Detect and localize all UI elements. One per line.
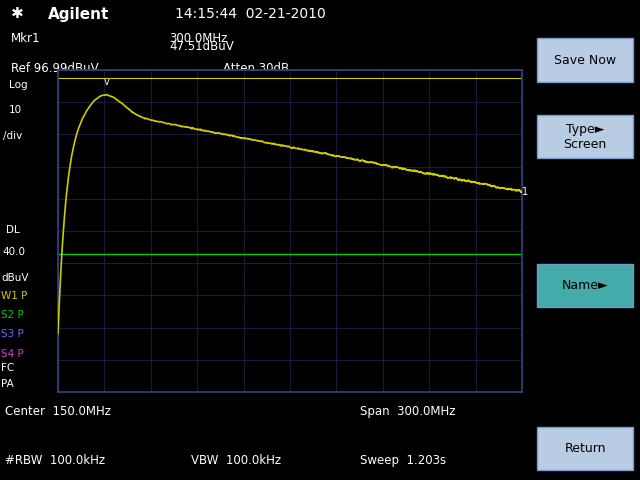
Text: ✱: ✱ <box>11 7 23 22</box>
Text: 47.51dBuV: 47.51dBuV <box>170 40 234 53</box>
Text: 10: 10 <box>9 106 22 115</box>
Text: S2 P: S2 P <box>1 310 24 320</box>
Text: #RBW  100.0kHz: #RBW 100.0kHz <box>5 454 106 467</box>
Text: Center  150.0MHz: Center 150.0MHz <box>5 405 111 418</box>
Text: PA: PA <box>1 379 14 389</box>
Text: FC: FC <box>1 363 15 373</box>
FancyBboxPatch shape <box>536 115 634 158</box>
Text: Ref 96.99dBuV: Ref 96.99dBuV <box>11 61 98 74</box>
FancyBboxPatch shape <box>536 264 634 307</box>
Text: Return: Return <box>564 442 605 456</box>
Text: VBW  100.0kHz: VBW 100.0kHz <box>191 454 281 467</box>
Text: Log: Log <box>9 80 28 90</box>
Text: 1: 1 <box>522 187 528 197</box>
Text: Type►
Screen: Type► Screen <box>563 123 607 151</box>
Text: S3 P: S3 P <box>1 329 24 339</box>
Text: Agilent: Agilent <box>48 7 109 22</box>
Text: Mkr1: Mkr1 <box>11 32 40 45</box>
Text: Save: Save <box>566 17 604 31</box>
FancyBboxPatch shape <box>536 38 634 82</box>
Text: /div: /div <box>3 131 22 141</box>
Text: dBuV: dBuV <box>1 273 29 283</box>
Text: W1 P: W1 P <box>1 290 28 300</box>
Text: S4 P: S4 P <box>1 348 24 359</box>
Text: Name►: Name► <box>562 279 608 292</box>
Text: Sweep  1.203s: Sweep 1.203s <box>360 454 447 467</box>
Text: 14:15:44  02-21-2010: 14:15:44 02-21-2010 <box>175 7 326 21</box>
Text: Atten 30dB: Atten 30dB <box>223 61 289 74</box>
Text: Save Now: Save Now <box>554 53 616 67</box>
Text: 300.0MHz: 300.0MHz <box>170 32 228 45</box>
Text: v: v <box>104 77 109 86</box>
Text: Span  300.0MHz: Span 300.0MHz <box>360 405 456 418</box>
Text: DL: DL <box>6 225 20 235</box>
Text: 40.0: 40.0 <box>3 247 26 257</box>
FancyBboxPatch shape <box>536 427 634 470</box>
